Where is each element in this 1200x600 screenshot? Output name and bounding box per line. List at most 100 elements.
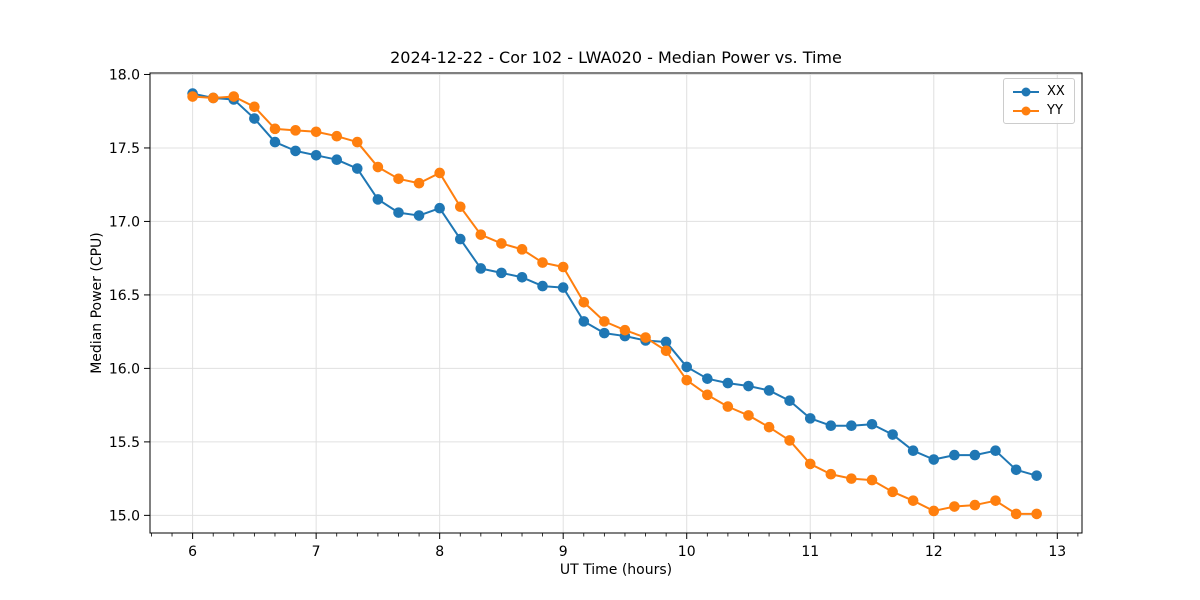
data-point-xx	[249, 113, 260, 124]
data-point-yy	[640, 332, 651, 343]
data-point-yy	[1031, 508, 1042, 520]
data-point-yy	[207, 92, 219, 104]
series-line-xx	[192, 92, 1037, 477]
data-point-xx	[681, 361, 693, 373]
chart-title: 2024-12-22 - Cor 102 - LWA020 - Median P…	[390, 48, 842, 67]
data-point-yy	[619, 324, 631, 336]
data-point-xx	[969, 449, 981, 461]
data-point-xx	[763, 385, 775, 396]
data-point-xx	[1010, 464, 1022, 476]
data-point-xx	[496, 267, 507, 279]
data-point-xx	[310, 150, 322, 161]
data-point-xx	[393, 207, 404, 218]
data-point-yy	[907, 495, 919, 506]
data-point-yy	[763, 421, 775, 433]
data-point-xx	[537, 280, 548, 292]
data-point-xx	[413, 210, 425, 221]
data-point-yy	[228, 91, 240, 102]
data-point-yy	[660, 345, 672, 357]
data-point-xx	[578, 316, 590, 327]
y-tick-label: 15.0	[109, 508, 140, 524]
data-point-yy	[866, 474, 878, 486]
legend-label-xx: XX	[1047, 84, 1065, 99]
data-point-yy	[928, 505, 940, 517]
data-point-yy	[887, 486, 898, 498]
data-point-xx	[434, 202, 445, 214]
y-tick-label: 15.5	[109, 435, 140, 451]
y-tick-label: 16.5	[109, 288, 140, 304]
data-point-yy	[516, 244, 528, 255]
data-point-xx	[990, 445, 1001, 456]
data-point-xx	[599, 327, 610, 339]
data-point-xx	[269, 136, 281, 148]
x-tick-label: 6	[188, 544, 197, 560]
data-point-yy	[578, 296, 590, 308]
data-point-xx	[846, 420, 857, 432]
data-point-yy	[413, 177, 425, 189]
x-tick-label: 10	[678, 544, 696, 560]
data-point-xx	[722, 377, 734, 389]
data-point-yy	[825, 468, 837, 480]
data-point-yy	[269, 123, 281, 135]
data-point-yy	[702, 389, 713, 401]
data-point-yy	[681, 374, 693, 386]
data-point-yy	[372, 161, 384, 173]
data-point-yy	[496, 238, 507, 249]
data-point-yy	[475, 229, 487, 240]
data-point-yy	[846, 473, 857, 484]
legend-line-xx-icon	[1013, 87, 1039, 96]
y-tick-label: 17.5	[109, 141, 140, 157]
data-point-xx	[907, 445, 919, 456]
data-point-yy	[804, 458, 816, 470]
legend-line-yy-icon	[1013, 106, 1039, 115]
data-point-yy	[599, 316, 610, 327]
data-point-yy	[1010, 508, 1022, 520]
data-point-yy	[249, 101, 260, 113]
data-point-yy	[743, 410, 754, 421]
data-point-xx	[1031, 470, 1042, 481]
data-point-xx	[784, 395, 795, 407]
data-point-xx	[804, 413, 816, 424]
x-tick-label: 8	[435, 544, 444, 560]
data-point-xx	[372, 194, 384, 205]
x-tick-label: 9	[559, 544, 568, 560]
data-point-xx	[866, 418, 878, 430]
legend-item-xx: XX	[1012, 84, 1066, 99]
data-point-yy	[990, 495, 1001, 506]
data-point-xx	[702, 373, 713, 384]
data-point-yy	[557, 261, 569, 273]
legend-item-yy: YY	[1012, 103, 1066, 118]
data-point-xx	[743, 380, 754, 392]
data-point-xx	[331, 154, 343, 166]
data-point-xx	[290, 145, 301, 157]
x-tick-label: 11	[801, 544, 819, 560]
data-point-xx	[475, 263, 487, 274]
data-point-xx	[516, 271, 528, 283]
x-axis-label: UT Time (hours)	[559, 562, 673, 578]
y-axis-label: Median Power (CPU)	[89, 232, 105, 374]
data-point-xx	[454, 233, 466, 245]
y-tick-label: 16.0	[109, 361, 140, 377]
axes-spine	[149, 72, 1083, 534]
data-point-yy	[310, 126, 322, 138]
data-point-xx	[660, 336, 672, 348]
data-point-yy	[434, 167, 445, 179]
legend-label-yy: YY	[1047, 103, 1063, 118]
data-point-xx	[825, 420, 837, 432]
data-point-yy	[187, 91, 198, 102]
data-point-yy	[949, 501, 960, 512]
data-point-yy	[722, 401, 734, 412]
y-tick-label: 17.0	[109, 214, 140, 230]
x-tick-label: 12	[925, 544, 943, 560]
data-point-xx	[949, 449, 960, 461]
data-point-xx	[351, 163, 363, 174]
data-point-xx	[928, 454, 940, 465]
data-point-yy	[351, 136, 363, 148]
data-point-xx	[887, 429, 898, 440]
data-point-yy	[290, 125, 301, 136]
x-tick-label: 7	[312, 544, 321, 560]
data-point-yy	[784, 435, 795, 446]
data-point-yy	[969, 499, 981, 511]
data-point-yy	[331, 130, 343, 142]
